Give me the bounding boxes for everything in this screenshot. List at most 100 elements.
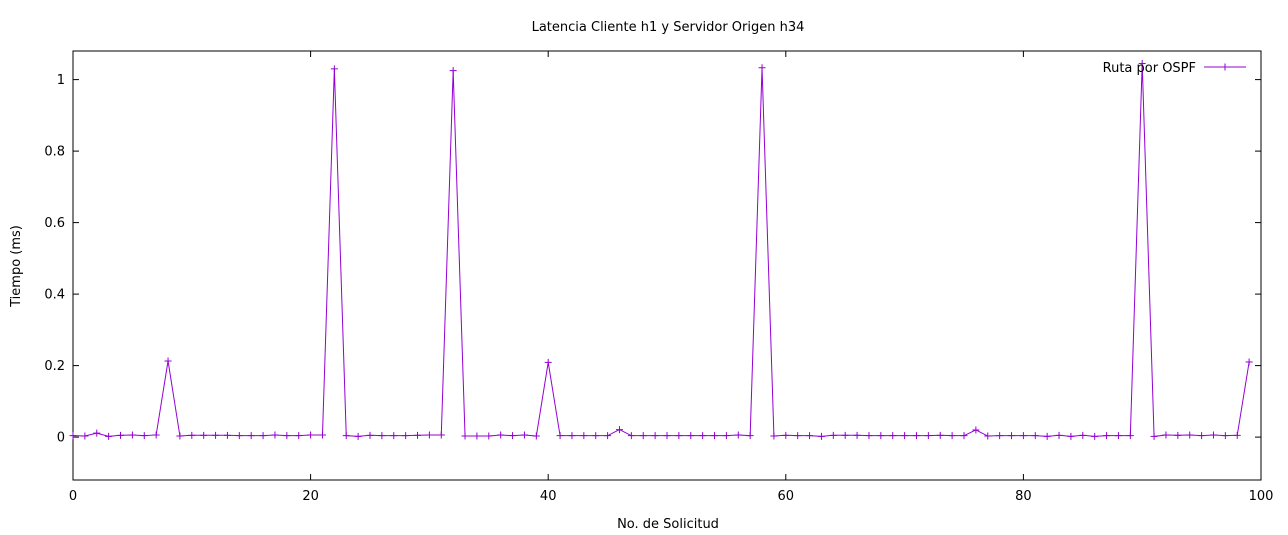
data-point: [639, 432, 647, 440]
data-point: [711, 432, 719, 440]
data-point: [1103, 432, 1111, 440]
y-tick-label: 0.6: [44, 216, 65, 231]
data-point: [1245, 358, 1253, 366]
y-tick-label: 0.8: [44, 145, 65, 160]
data-point: [532, 432, 540, 440]
data-point: [342, 432, 350, 440]
y-tick-label: 0.2: [44, 359, 65, 374]
data-point: [473, 432, 481, 440]
x-tick-label: 80: [1015, 489, 1032, 504]
data-point: [782, 431, 790, 439]
data-point: [948, 432, 956, 440]
data-point: [615, 426, 623, 434]
data-point: [1174, 431, 1182, 439]
x-tick-label: 40: [540, 489, 557, 504]
data-point: [497, 431, 505, 439]
data-point: [330, 65, 338, 73]
y-axis-ticks: 0 0.2 0.4 0.6 0.8 1: [44, 73, 1261, 446]
data-point: [223, 431, 231, 439]
data-point: [687, 432, 695, 440]
data-point: [366, 431, 374, 439]
data-point: [758, 64, 766, 72]
legend: Ruta por OSPF: [1103, 61, 1246, 76]
x-tick-label: 0: [69, 489, 77, 504]
data-point: [164, 357, 172, 365]
data-point: [128, 431, 136, 439]
data-point: [259, 432, 267, 440]
x-tick-label: 100: [1249, 489, 1274, 504]
data-point: [1114, 432, 1122, 440]
data-point: [1162, 431, 1170, 439]
data-point: [734, 431, 742, 439]
data-point: [675, 432, 683, 440]
data-point: [485, 432, 493, 440]
data-point: [580, 432, 588, 440]
data-point: [924, 432, 932, 440]
data-point: [390, 432, 398, 440]
data-point: [200, 431, 208, 439]
data-point: [247, 432, 255, 440]
data-point: [1067, 432, 1075, 440]
data-point: [318, 431, 326, 439]
data-point: [663, 432, 671, 440]
data-point: [1008, 432, 1016, 440]
series-layer: [69, 60, 1253, 440]
y-tick-label: 0: [57, 431, 65, 446]
data-point: [746, 432, 754, 440]
data-point: [414, 431, 422, 439]
y-axis-label: Tiempo (ms): [9, 225, 24, 308]
data-point: [1150, 432, 1158, 440]
data-point: [509, 432, 517, 440]
series-line-0: [72, 63, 1250, 437]
data-point: [152, 431, 160, 439]
data-point: [449, 67, 457, 75]
data-point: [841, 431, 849, 439]
data-point: [960, 432, 968, 440]
data-point: [806, 432, 814, 440]
chart-title: Latencia Cliente h1 y Servidor Origen h3…: [532, 20, 805, 35]
data-point: [889, 432, 897, 440]
data-point: [176, 432, 184, 440]
data-point: [592, 432, 600, 440]
data-point: [1079, 431, 1087, 439]
data-point: [544, 358, 552, 366]
data-point: [853, 431, 861, 439]
legend-marker: [1221, 63, 1229, 71]
data-point: [425, 431, 433, 439]
legend-label: Ruta por OSPF: [1103, 61, 1196, 76]
data-point: [69, 432, 77, 440]
data-point: [699, 432, 707, 440]
data-point: [461, 432, 469, 440]
data-point: [817, 432, 825, 440]
data-point: [117, 431, 125, 439]
data-point: [877, 432, 885, 440]
data-point: [1126, 432, 1134, 440]
x-axis-label: No. de Solicitud: [617, 517, 719, 532]
data-point: [1055, 431, 1063, 439]
data-point: [81, 432, 89, 440]
plot-frame: [72, 50, 1262, 481]
legend-marker-plus: [1221, 63, 1229, 71]
data-point: [651, 432, 659, 440]
data-point: [188, 431, 196, 439]
data-point: [1031, 432, 1039, 440]
data-point: [1233, 431, 1241, 439]
data-point: [437, 431, 445, 439]
data-point: [283, 432, 291, 440]
data-point: [1209, 431, 1217, 439]
data-point: [770, 432, 778, 440]
y-tick-label: 1: [57, 73, 65, 88]
data-point: [307, 431, 315, 439]
x-axis-ticks: 0 20 40 60 80 100: [69, 51, 1274, 504]
data-point: [271, 431, 279, 439]
data-point: [568, 432, 576, 440]
data-point: [1091, 432, 1099, 440]
data-point: [794, 432, 802, 440]
data-point: [520, 431, 528, 439]
data-point: [604, 432, 612, 440]
data-point: [627, 432, 635, 440]
x-tick-label: 60: [778, 489, 795, 504]
data-point: [996, 432, 1004, 440]
data-point: [140, 432, 148, 440]
